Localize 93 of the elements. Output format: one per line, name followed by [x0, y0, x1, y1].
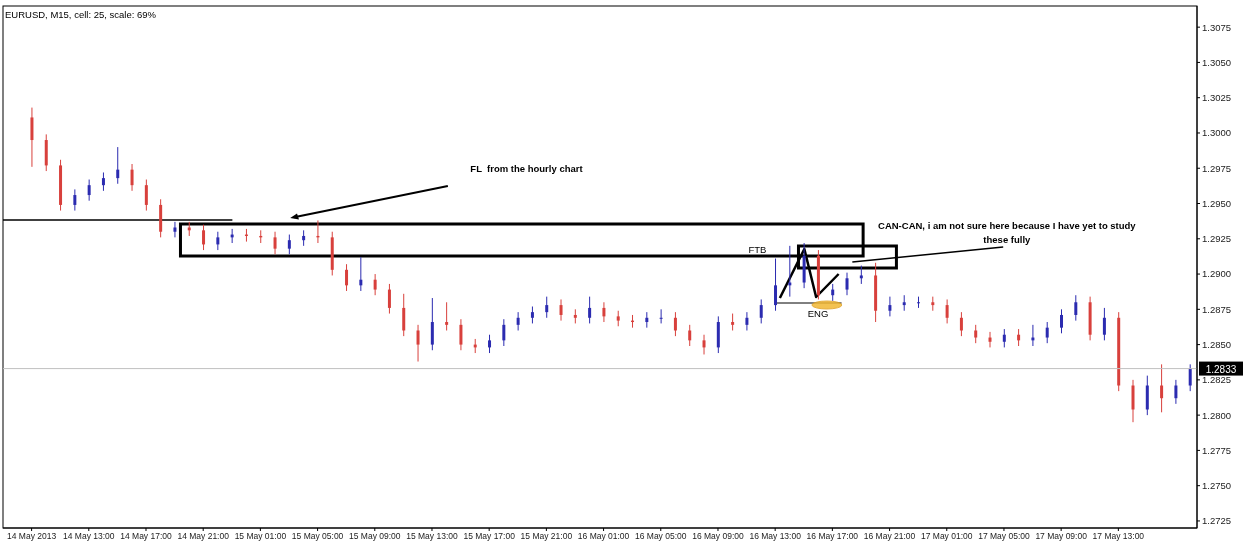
- y-tick-label: 1.2850: [1202, 338, 1232, 350]
- candlestick: [445, 301, 449, 331]
- candlestick: [745, 311, 749, 331]
- candlestick: [774, 258, 778, 312]
- x-tick-label: 17 May 01:00: [921, 531, 973, 542]
- candlestick: [1174, 379, 1178, 405]
- candlestick: [888, 296, 892, 317]
- x-tick-label: 14 May 2013: [7, 531, 57, 542]
- candlestick: [1160, 363, 1164, 413]
- x-tick-label: 15 May 05:00: [291, 531, 344, 542]
- x-tick-label: 17 May 05:00: [978, 531, 1030, 542]
- candlestick: [273, 231, 277, 255]
- y-tick-label: 1.3075: [1202, 21, 1232, 33]
- candlestick: [845, 272, 849, 296]
- y-tick-label: 1.2750: [1202, 480, 1232, 492]
- annotation: ENG: [806, 308, 830, 321]
- x-tick-label: 14 May 13:00: [63, 531, 115, 542]
- y-tick-label: 1.2900: [1202, 268, 1232, 280]
- candlestick: [287, 234, 291, 255]
- y-tick-label: 1.3025: [1202, 92, 1232, 104]
- candlestick: [502, 318, 506, 347]
- candlestick: [702, 334, 706, 355]
- candlestick: [130, 163, 134, 192]
- candlestick: [988, 331, 992, 348]
- y-tick-label: 1.2775: [1202, 444, 1232, 456]
- ref-line-label: 1.2833: [1205, 363, 1237, 375]
- candlestick: [602, 301, 606, 323]
- annotation: FL from the hourly chart: [470, 162, 584, 176]
- candlestick: [1060, 308, 1064, 334]
- candlestick: [373, 273, 377, 296]
- annotation: CAN-CAN, i am not sure here because I have yet to study these fully: [877, 219, 1137, 247]
- candlestick: [1074, 294, 1078, 322]
- candlestick: [917, 296, 921, 309]
- candlestick: [559, 298, 563, 322]
- candlestick: [402, 293, 406, 337]
- candlestick: [545, 296, 549, 319]
- candlestick: [1131, 379, 1135, 423]
- y-tick-label: 1.2725: [1202, 515, 1232, 527]
- y-tick-label: 1.2925: [1202, 233, 1232, 245]
- candlestick: [216, 231, 220, 251]
- candlestick: [688, 324, 692, 347]
- candlestick: [1188, 363, 1192, 392]
- candlestick: [387, 283, 391, 315]
- candlestick: [659, 308, 663, 324]
- candlestick: [416, 324, 420, 363]
- candlestick: [116, 146, 120, 185]
- candlestick: [1102, 307, 1106, 341]
- candlestick: [345, 263, 349, 292]
- x-tick-label: 14 May 17:00: [120, 531, 173, 542]
- candlestick: [101, 171, 105, 192]
- candlestick: [488, 334, 492, 354]
- x-tick-label: 16 May 17:00: [806, 531, 859, 542]
- candlestick: [30, 107, 34, 168]
- x-tick-label: 15 May 09:00: [349, 531, 401, 542]
- candlestick: [202, 224, 206, 251]
- candlestick: [859, 265, 863, 285]
- x-tick-label: 15 May 13:00: [406, 531, 458, 542]
- x-tick-label: 14 May 21:00: [177, 531, 230, 542]
- candlestick: [459, 318, 463, 351]
- x-tick-label: 17 May 09:00: [1035, 531, 1088, 542]
- candlestick: [1145, 375, 1149, 416]
- x-tick-label: 16 May 01:00: [577, 531, 630, 542]
- candlestick: [959, 311, 963, 337]
- y-tick-label: 1.3050: [1202, 56, 1232, 68]
- y-tick-label: 1.2800: [1202, 409, 1232, 421]
- x-tick-label: 17 May 13:00: [1092, 531, 1145, 542]
- annotation: FTB: [748, 243, 768, 257]
- candlestick: [673, 311, 677, 337]
- x-tick-label: 15 May 21:00: [520, 531, 573, 542]
- candlestick: [974, 324, 978, 344]
- x-tick-label: 16 May 05:00: [635, 531, 687, 542]
- y-tick-label: 1.2825: [1202, 374, 1232, 386]
- y-tick-label: 1.2975: [1202, 162, 1232, 174]
- candlestick: [588, 296, 592, 324]
- y-tick-label: 1.2950: [1202, 197, 1232, 209]
- candlestick: [173, 221, 177, 238]
- candlestick: [516, 311, 520, 331]
- candlestick: [144, 179, 148, 212]
- chart-title: EURUSD, M15, cell: 25, scale: 69%: [5, 9, 157, 20]
- y-tick-label: 1.3000: [1202, 127, 1232, 139]
- x-tick-label: 15 May 17:00: [463, 531, 516, 542]
- candlestick: [945, 298, 949, 324]
- candlestick: [1002, 328, 1006, 348]
- candlestick: [73, 188, 77, 212]
- x-tick-label: 16 May 13:00: [749, 531, 802, 542]
- candlestick: [87, 179, 91, 202]
- candlestick: [430, 297, 434, 351]
- candlestick: [759, 298, 763, 324]
- x-tick-label: 15 May 01:00: [234, 531, 287, 542]
- candlestick: [1045, 321, 1049, 344]
- x-tick-label: 16 May 21:00: [863, 531, 916, 542]
- y-tick-label: 1.2875: [1202, 303, 1232, 315]
- x-tick-label: 16 May 09:00: [692, 531, 744, 542]
